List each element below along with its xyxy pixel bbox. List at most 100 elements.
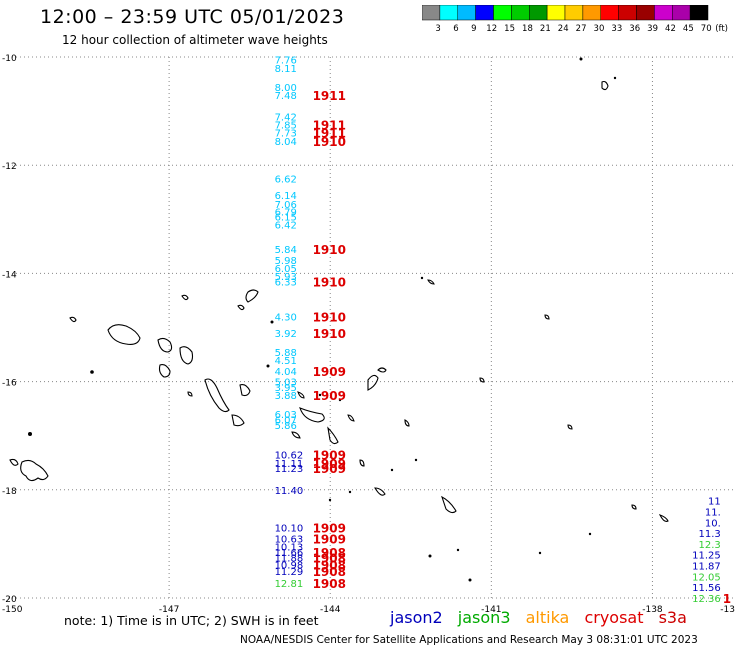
swh-value: 10.10: [275, 524, 304, 535]
island: [157, 337, 173, 353]
graticule-grid: [8, 56, 733, 599]
swh-value: 11.40: [275, 486, 304, 497]
swh-value: 4.04: [275, 367, 297, 378]
island: [107, 324, 141, 345]
colorbar-label: 39: [647, 24, 658, 34]
swh-value: 5.93: [275, 272, 297, 283]
island: [179, 346, 194, 365]
colorbar-label: 18: [522, 24, 533, 34]
island: [347, 414, 355, 422]
swh-value: 4.51: [275, 356, 297, 367]
swh-value: 7.06: [275, 200, 297, 211]
colorbar-swatch: [546, 5, 566, 21]
lon-tick-label: -13: [720, 605, 735, 615]
swh-value: 7.73: [275, 129, 297, 140]
time-label: 1910: [313, 276, 346, 290]
swh-value: 6.42: [275, 221, 297, 232]
swh-value: 8.00: [275, 83, 297, 94]
island: [187, 391, 193, 397]
island: [367, 374, 379, 391]
colorbar-swatch: [564, 5, 584, 21]
colorbar-label: 33: [611, 24, 622, 34]
swh-value: 7.42: [275, 113, 297, 124]
colorbar-swatch: [493, 5, 512, 21]
time-label: 1911: [313, 89, 346, 103]
time-label: 1908: [313, 565, 346, 579]
legend-item-jason3: jason3: [457, 608, 511, 627]
time-label: 1909: [313, 522, 346, 536]
time-label: 1: [723, 592, 731, 606]
colorbar-swatch: [654, 5, 673, 21]
swh-value: 6.62: [275, 175, 297, 186]
time-label: 1908: [313, 546, 346, 560]
island: [374, 487, 386, 496]
island: [158, 364, 171, 378]
lat-tick-label: -20: [2, 595, 17, 605]
lon-tick-label: -138: [642, 605, 663, 615]
time-label: 1908: [313, 551, 346, 565]
lat-tick-label: -18: [2, 487, 17, 497]
island: [239, 384, 251, 397]
swh-value: 5.84: [275, 245, 297, 256]
swh-value: 12.36: [692, 594, 721, 605]
lon-tick-label: -150: [2, 605, 23, 615]
swh-value: 11.25: [692, 551, 721, 562]
island: [9, 458, 19, 466]
colorbar-swatch: [422, 5, 441, 21]
swh-value: 6.07: [275, 415, 297, 426]
swh-value: 10.98: [275, 560, 304, 571]
colorbar-swatch: [582, 5, 601, 21]
swh-value: 3.88: [275, 391, 297, 402]
island: [291, 431, 301, 439]
island: [441, 495, 457, 514]
atoll-dots: [28, 57, 617, 582]
island: [299, 407, 325, 423]
island: [359, 459, 365, 467]
swh-value: 10.63: [275, 534, 304, 545]
lon-tick-label: -141: [481, 605, 501, 615]
colorbar-swatch: [529, 5, 548, 21]
swh-value: 11.23: [275, 464, 304, 475]
swh-value: 11.29: [275, 567, 304, 578]
footnote: note: 1) Time is in UTC; 2) SWH is in fe…: [64, 613, 319, 628]
swh-value: 12.05: [692, 572, 721, 583]
swh-value: 5.86: [275, 421, 297, 432]
island: [631, 504, 637, 510]
colorbar-swatch: [475, 5, 494, 21]
island: [658, 514, 669, 522]
swh-value: 10.62: [275, 451, 304, 462]
island: [377, 367, 387, 373]
lat-tick-label: -12: [2, 162, 17, 172]
time-label: 1911: [313, 119, 346, 133]
lat-tick-label: -16: [2, 379, 17, 389]
time-label: 1910: [313, 243, 346, 257]
colorbar-label: 12: [486, 24, 497, 34]
swh-value: 6.05: [275, 264, 297, 275]
page-title: 12:00 – 23:59 UTC 05/01/2023: [40, 6, 345, 28]
colorbar-unit: (ft): [715, 24, 728, 34]
colorbar-label: 9: [471, 24, 476, 34]
swh-value: 8.11: [275, 64, 297, 75]
observations-layer: 7.768.11 8.007.48 1911 7.427.85 1911 7.73 1911…: [275, 56, 732, 606]
swh-value: 6.79: [275, 208, 297, 219]
time-label: 1908: [313, 577, 346, 591]
island: [404, 419, 410, 427]
legend-item-s3a: s3a: [658, 608, 687, 627]
swh-value: 6.15: [275, 213, 297, 224]
island: [601, 80, 609, 91]
colorbar-label: 24: [558, 24, 569, 34]
swh-value: 11.11: [275, 459, 304, 470]
time-label: 1909: [313, 532, 346, 546]
credit-line: NOAA/NESDIS Center for Satellite Applica…: [240, 634, 698, 646]
satellite-legend: jason2 jason3 altika cryosat s3a: [390, 608, 697, 627]
island: [69, 316, 77, 323]
island: [479, 377, 485, 383]
colorbar-label: 30: [594, 24, 605, 34]
island: [327, 426, 339, 445]
swh-value: 11.88: [275, 553, 304, 564]
island: [567, 424, 573, 430]
swh-value: 6.03: [275, 410, 297, 421]
swh-value: 11.56: [692, 583, 721, 594]
time-label: 1909: [313, 462, 346, 476]
lat-tick-label: -10: [2, 54, 17, 64]
